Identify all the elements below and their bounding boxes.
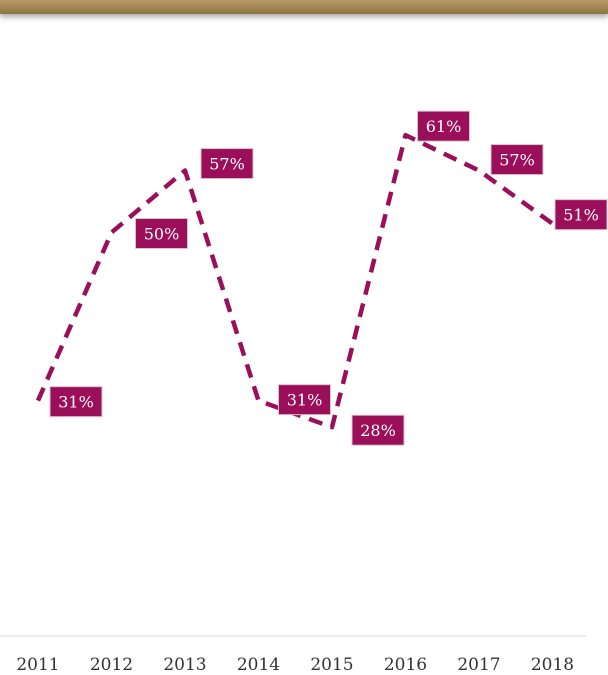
data-label: 61% [417,110,470,142]
data-label: 28% [351,414,405,446]
x-tick-label: 2017 [457,655,500,675]
x-tick-label: 2011 [16,655,59,675]
data-label-box [554,199,608,231]
data-label-text: 31% [287,391,323,410]
x-tick-label: 2015 [310,655,353,675]
data-label-box [200,148,254,180]
data-label-text: 51% [563,206,599,225]
data-label: 31% [49,386,103,418]
data-label: 31% [278,384,331,416]
x-tick-labels-layer: 2011 2012 2013 2014 2015 2016 2017 2018 [16,655,574,675]
series-layer [35,132,554,430]
data-label-text: 31% [58,393,94,412]
data-label-text: 50% [144,225,180,244]
x-tick-label: 2014 [237,655,280,675]
data-labels-layer: 31% 50% 57% 31% 28% 61% 57% 51% [49,110,608,446]
data-label-box [49,386,103,418]
data-label-box [490,144,544,176]
x-tick-label: 2016 [384,655,427,675]
data-label: 51% [554,199,608,231]
data-label: 57% [200,148,254,180]
data-label-box [417,110,470,142]
series-line [35,132,554,430]
x-tick-label: 2013 [163,655,206,675]
header-bar [0,0,608,14]
data-label-text: 28% [360,421,396,440]
data-label-text: 57% [499,151,535,170]
data-label: 50% [135,218,188,249]
data-label: 57% [490,144,544,176]
data-label-text: 57% [209,155,245,174]
data-label-box [351,414,405,446]
data-label-box [135,218,188,249]
data-label-box [278,384,331,416]
x-tick-label: 2012 [90,655,133,675]
data-label-text: 61% [426,117,462,136]
x-tick-label: 2018 [531,655,574,675]
